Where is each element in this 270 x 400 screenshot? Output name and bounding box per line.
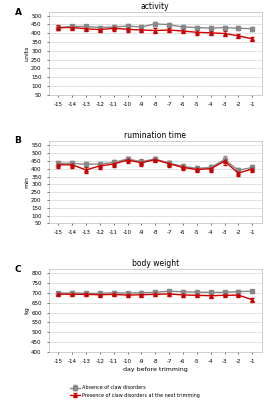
Text: A: A (15, 8, 22, 17)
Title: body weight: body weight (132, 259, 179, 268)
Text: C: C (15, 265, 21, 274)
Title: rumination time: rumination time (124, 131, 186, 140)
X-axis label: day before trimming: day before trimming (123, 367, 188, 372)
Y-axis label: min: min (25, 176, 30, 188)
Y-axis label: units: units (25, 46, 30, 61)
Title: activity: activity (141, 2, 170, 11)
Legend: Absence of claw disorders, Presence of claw disorders at the next trimming: Absence of claw disorders, Presence of c… (70, 385, 200, 398)
Y-axis label: kg: kg (25, 307, 30, 314)
Text: B: B (15, 136, 21, 145)
